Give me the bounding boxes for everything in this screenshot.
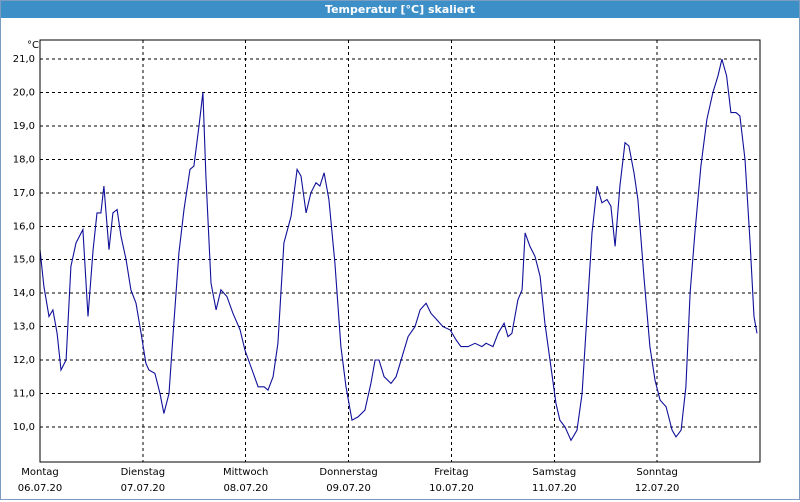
x-tick-label: Donnerstag: [319, 467, 377, 478]
plot-area: [40, 40, 760, 462]
x-tick-date: 09.07.20: [326, 483, 371, 494]
y-tick-label: 21,0: [13, 54, 35, 65]
y-tick-label: 12,0: [13, 355, 35, 366]
y-tick-label: 14,0: [13, 288, 35, 299]
x-tick-date: 12.07.20: [635, 483, 680, 494]
title-bar: Temperatur [°C] skaliert: [1, 1, 799, 18]
y-tick-label: 15,0: [13, 255, 35, 266]
x-tick-label: Sonntag: [636, 467, 678, 478]
y-tick-label: 11,0: [13, 388, 35, 399]
x-tick-date: 11.07.20: [532, 483, 577, 494]
x-tick-date: 10.07.20: [429, 483, 474, 494]
y-tick-label: 20,0: [13, 87, 35, 98]
x-tick-label: Freitag: [434, 467, 468, 478]
y-tick-label: 16,0: [13, 221, 35, 232]
y-tick-label: 19,0: [13, 121, 35, 132]
y-tick-label: 17,0: [13, 188, 35, 199]
x-tick-label: Samstag: [532, 467, 576, 478]
x-tick-label: Montag: [21, 467, 58, 478]
chart: °C 10,0 11,0 12,0 13,0 14,0 15,0 16,0 17,0 18,0 19…: [13, 39, 761, 494]
x-tick-date: 08.07.20: [223, 483, 268, 494]
y-tick-label: 18,0: [13, 154, 35, 165]
x-tick-label: Mittwoch: [223, 467, 268, 478]
x-tick-date: 06.07.20: [18, 483, 63, 494]
temperature-line: [39, 58, 758, 442]
x-tick-label: Dienstag: [121, 467, 166, 478]
x-tick-date: 07.07.20: [121, 483, 166, 494]
y-tick-label: 10,0: [13, 422, 35, 433]
y-unit: °C: [27, 40, 39, 51]
plot-frame: [39, 39, 761, 463]
y-tick-label: 13,0: [13, 322, 35, 333]
